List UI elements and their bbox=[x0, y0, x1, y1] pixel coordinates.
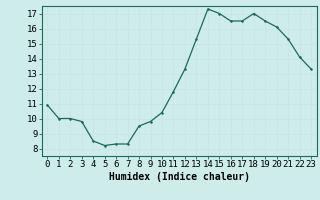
X-axis label: Humidex (Indice chaleur): Humidex (Indice chaleur) bbox=[109, 172, 250, 182]
